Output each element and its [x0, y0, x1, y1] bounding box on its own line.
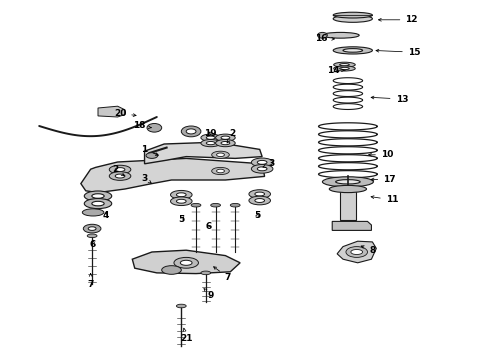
Text: 17: 17	[371, 175, 396, 184]
Text: 7: 7	[214, 267, 231, 282]
Polygon shape	[337, 241, 376, 263]
Text: 5: 5	[254, 211, 260, 220]
Text: 1: 1	[142, 145, 158, 156]
Ellipse shape	[251, 158, 273, 167]
Ellipse shape	[201, 271, 211, 275]
Ellipse shape	[146, 153, 158, 158]
Ellipse shape	[186, 129, 196, 134]
Ellipse shape	[340, 64, 349, 66]
Ellipse shape	[171, 197, 192, 206]
Ellipse shape	[181, 126, 201, 137]
Ellipse shape	[109, 165, 131, 174]
Ellipse shape	[257, 161, 267, 164]
Ellipse shape	[174, 257, 198, 268]
Text: 7: 7	[87, 274, 94, 289]
Ellipse shape	[109, 172, 131, 180]
Ellipse shape	[191, 203, 201, 207]
Polygon shape	[98, 106, 125, 117]
Ellipse shape	[318, 32, 327, 38]
Ellipse shape	[334, 66, 355, 71]
Text: 15: 15	[376, 48, 420, 57]
Text: 19: 19	[204, 129, 217, 138]
Ellipse shape	[351, 249, 363, 255]
Text: 14: 14	[327, 66, 345, 75]
Text: 21: 21	[180, 328, 193, 343]
Ellipse shape	[217, 153, 224, 157]
Text: 2: 2	[112, 165, 124, 176]
Text: 4: 4	[102, 211, 109, 220]
Ellipse shape	[251, 165, 273, 173]
Ellipse shape	[92, 194, 104, 198]
Text: 5: 5	[178, 215, 184, 224]
Ellipse shape	[206, 136, 215, 139]
Ellipse shape	[206, 141, 215, 145]
Text: 10: 10	[368, 150, 393, 159]
Polygon shape	[132, 250, 240, 274]
Text: 6: 6	[90, 240, 96, 249]
Ellipse shape	[92, 201, 104, 206]
Ellipse shape	[333, 15, 372, 22]
Polygon shape	[332, 221, 371, 230]
Text: 9: 9	[204, 289, 214, 300]
Ellipse shape	[217, 169, 224, 173]
Ellipse shape	[115, 174, 125, 178]
Text: 8: 8	[361, 246, 375, 255]
Text: 12: 12	[378, 15, 418, 24]
Ellipse shape	[176, 304, 186, 308]
Ellipse shape	[336, 180, 360, 184]
Ellipse shape	[201, 134, 220, 141]
Ellipse shape	[83, 224, 101, 233]
Ellipse shape	[249, 196, 270, 205]
Ellipse shape	[322, 32, 359, 38]
Text: 16: 16	[315, 34, 335, 43]
Ellipse shape	[162, 266, 181, 274]
Text: 2: 2	[227, 129, 236, 143]
Ellipse shape	[340, 67, 349, 69]
Ellipse shape	[176, 193, 186, 197]
Ellipse shape	[346, 247, 368, 257]
Text: 18: 18	[133, 122, 151, 130]
Text: 11: 11	[371, 195, 398, 204]
Ellipse shape	[87, 234, 97, 238]
Ellipse shape	[255, 192, 265, 196]
Ellipse shape	[255, 199, 265, 202]
Ellipse shape	[221, 141, 230, 145]
Ellipse shape	[343, 49, 363, 52]
Ellipse shape	[216, 139, 235, 147]
Ellipse shape	[82, 209, 104, 216]
Ellipse shape	[88, 227, 96, 230]
Polygon shape	[145, 142, 262, 164]
Ellipse shape	[84, 199, 112, 209]
Ellipse shape	[322, 177, 373, 187]
Ellipse shape	[115, 168, 125, 171]
Ellipse shape	[221, 136, 230, 139]
Ellipse shape	[212, 151, 229, 158]
Ellipse shape	[212, 167, 229, 175]
Ellipse shape	[176, 199, 186, 203]
Text: 6: 6	[205, 222, 211, 231]
Text: 3: 3	[142, 174, 151, 183]
Ellipse shape	[216, 134, 235, 141]
Ellipse shape	[201, 139, 220, 147]
Ellipse shape	[333, 47, 372, 54]
Ellipse shape	[329, 185, 367, 193]
Text: 3: 3	[263, 159, 275, 168]
Bar	[340, 189, 356, 220]
Ellipse shape	[334, 62, 355, 67]
Ellipse shape	[211, 203, 220, 207]
Polygon shape	[81, 158, 265, 193]
Ellipse shape	[171, 190, 192, 199]
Ellipse shape	[257, 167, 267, 171]
Ellipse shape	[180, 260, 192, 265]
Ellipse shape	[333, 12, 372, 18]
Ellipse shape	[84, 191, 112, 201]
Ellipse shape	[249, 190, 270, 198]
Ellipse shape	[230, 203, 240, 207]
Text: 20: 20	[114, 109, 136, 118]
Ellipse shape	[147, 123, 162, 132]
Text: 13: 13	[371, 94, 408, 104]
